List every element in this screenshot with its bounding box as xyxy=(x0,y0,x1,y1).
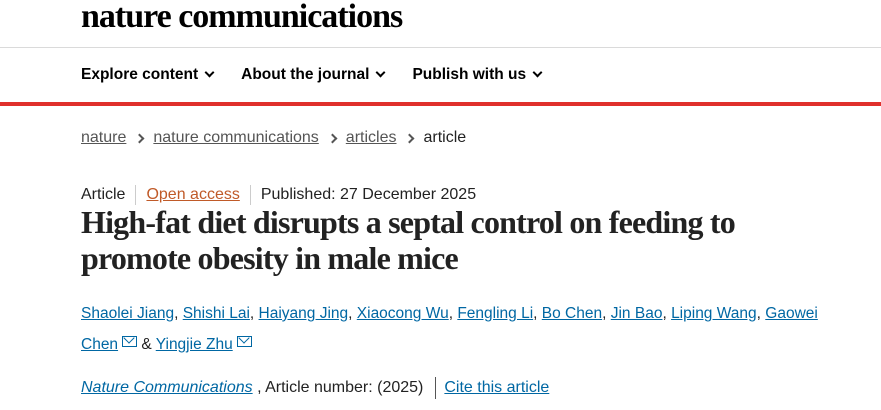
author-link[interactable]: Gaowei Chen xyxy=(81,305,818,353)
chevron-right-icon xyxy=(405,133,415,143)
breadcrumb: nature nature communications articles ar… xyxy=(81,129,466,147)
author-link[interactable]: Liping Wang xyxy=(671,305,757,322)
email-icon[interactable] xyxy=(122,336,138,347)
author-link[interactable]: Shishi Lai xyxy=(182,305,250,322)
author-link[interactable]: Fengling Li xyxy=(457,305,534,322)
article-meta: Article Open access Published: 27 Decemb… xyxy=(81,185,476,205)
published-date: Published: 27 December 2025 xyxy=(260,186,477,203)
chevron-down-icon xyxy=(204,67,215,78)
cite-article-link[interactable]: Cite this article xyxy=(444,379,550,396)
accent-bar xyxy=(0,102,881,106)
breadcrumb-nature-communications[interactable]: nature communications xyxy=(153,129,319,146)
author-link[interactable]: Shaolei Jiang xyxy=(81,305,175,322)
divider xyxy=(135,185,137,205)
breadcrumb-current: article xyxy=(423,129,467,146)
chevron-down-icon xyxy=(532,67,543,78)
article-type: Article xyxy=(81,186,126,203)
article-number: , Article number: (2025) xyxy=(257,379,424,396)
email-icon[interactable] xyxy=(236,336,252,347)
chevron-down-icon xyxy=(375,67,386,78)
citation-line: Nature Communications , Article number: … xyxy=(81,377,549,399)
chevron-right-icon xyxy=(134,133,145,143)
divider xyxy=(249,185,251,205)
journal-link[interactable]: Nature Communications xyxy=(81,379,253,396)
nav-label: About the journal xyxy=(241,66,370,83)
breadcrumb-articles[interactable]: articles xyxy=(345,129,397,146)
breadcrumb-nature[interactable]: nature xyxy=(81,129,127,146)
author-list: Shaolei Jiang, Shishi Lai, Haiyang Jing,… xyxy=(81,305,818,353)
divider xyxy=(435,377,437,399)
author-link[interactable]: Xiaocong Wu xyxy=(356,305,449,322)
chevron-right-icon xyxy=(327,133,338,143)
main-nav: Explore content About the journal Publis… xyxy=(81,66,543,84)
nav-label: Publish with us xyxy=(412,66,527,83)
nav-explore-content[interactable]: Explore content xyxy=(81,66,215,84)
nav-publish[interactable]: Publish with us xyxy=(412,66,543,84)
author-link[interactable]: Yingjie Zhu xyxy=(155,336,233,353)
author-link[interactable]: Bo Chen xyxy=(541,305,603,322)
author-link[interactable]: Haiyang Jing xyxy=(258,305,349,322)
article-title: High-fat diet disrupts a septal control … xyxy=(81,204,736,276)
divider xyxy=(0,47,881,48)
open-access-link[interactable]: Open access xyxy=(146,186,240,203)
nav-about-journal[interactable]: About the journal xyxy=(241,66,386,84)
journal-logo[interactable]: nature communications xyxy=(81,0,403,35)
author-link[interactable]: Jin Bao xyxy=(610,305,663,322)
nav-label: Explore content xyxy=(81,66,199,83)
